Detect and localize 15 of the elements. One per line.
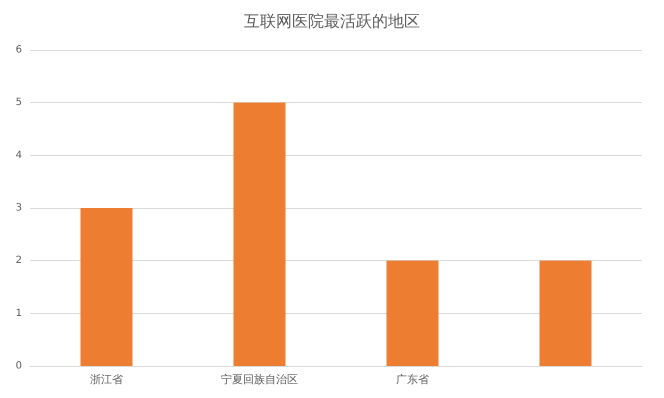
x-tick-label: 宁夏回族自治区 <box>221 373 298 386</box>
chart-title: 互联网医院最活跃的地区 <box>244 12 420 30</box>
y-tick-label: 5 <box>16 97 22 108</box>
y-tick-label: 4 <box>16 150 22 161</box>
y-tick-label: 0 <box>16 360 22 372</box>
y-tick-label: 2 <box>16 255 22 266</box>
y-tick-label: 3 <box>16 202 22 214</box>
y-tick-label: 6 <box>16 44 22 56</box>
bar <box>386 260 439 366</box>
bar <box>539 260 592 366</box>
x-tick-label: 浙江省 <box>90 373 123 386</box>
y-tick-label: 1 <box>16 308 22 319</box>
x-tick-label: 广东省 <box>396 373 429 386</box>
bar <box>80 208 133 366</box>
bar <box>233 102 286 366</box>
